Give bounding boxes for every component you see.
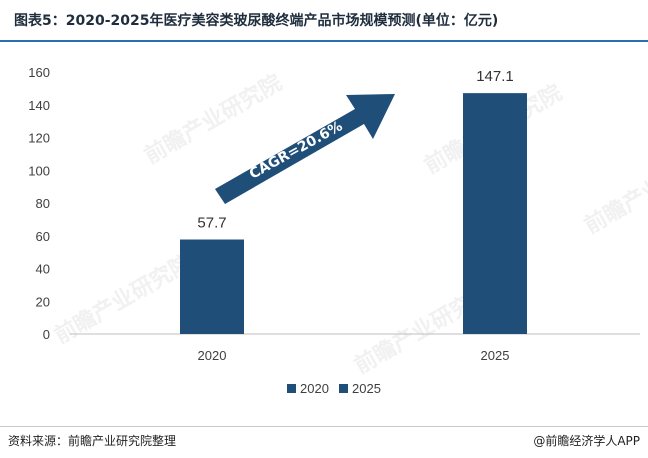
legend-label: 2020 (300, 381, 329, 396)
data-label-2025: 147.1 (476, 68, 514, 85)
data-label-2020: 57.7 (197, 215, 226, 232)
brand-credit: @前瞻经济学人APP (533, 434, 640, 448)
y-tick-label: 100 (28, 163, 50, 178)
y-tick-label: 120 (28, 131, 50, 146)
y-tick-label: 60 (36, 229, 50, 244)
data-labels: 57.7 147.1 (197, 68, 513, 231)
title-divider (0, 40, 648, 42)
y-tick-label: 20 (36, 294, 50, 309)
x-tick-label: 2020 (198, 348, 227, 363)
bar-chart: 前瞻产业研究院前瞻产业研究院前瞻产业研究院前瞻产业研究院前瞻产业研究院 0204… (28, 65, 648, 396)
source-note: 资料来源：前瞻产业研究院整理 (8, 434, 177, 448)
footer-divider (0, 426, 648, 427)
watermark-text: 前瞻产业研究院 (140, 70, 286, 170)
legend: 2020 2025 (287, 381, 381, 396)
bar-2020 (180, 239, 244, 334)
y-tick-label: 0 (43, 327, 50, 342)
watermark-text: 前瞻产业研究院 (580, 140, 648, 240)
chart-title: 图表5：2020-2025年医疗美容类玻尿酸终端产品市场规模预测(单位：亿元) (14, 13, 499, 29)
cagr-arrow-shape (215, 94, 395, 204)
y-tick-label: 40 (36, 262, 50, 277)
y-tick-label: 160 (28, 65, 50, 80)
legend-swatch (287, 384, 296, 393)
x-tick-label: 2025 (481, 348, 510, 363)
legend-swatch (339, 384, 348, 393)
bar-2025 (463, 93, 527, 334)
x-axis-ticks: 2020 2025 (198, 348, 510, 363)
y-axis: 0 20 40 60 80 100 120 140 160 (28, 65, 50, 342)
y-tick-label: 140 (28, 98, 50, 113)
legend-label: 2025 (352, 381, 381, 396)
cagr-label: CAGR=20.6% (247, 118, 345, 182)
y-tick-label: 80 (36, 196, 50, 211)
bars (180, 93, 527, 334)
